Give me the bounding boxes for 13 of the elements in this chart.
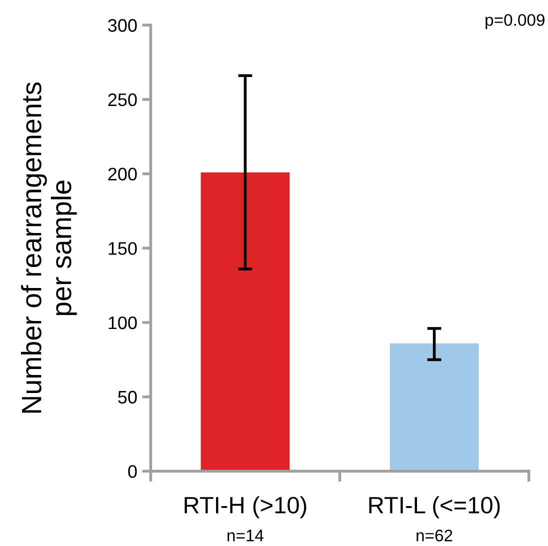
- x-tick-label: RTI-H (>10): [184, 496, 306, 518]
- y-tick-label: 50: [118, 390, 137, 404]
- y-axis-title: Number of rearrangements per sample: [21, 82, 77, 413]
- y-tick-label: 200: [108, 168, 137, 181]
- annotation: p=0.009: [486, 14, 544, 30]
- y-tick-label: 100: [108, 316, 137, 330]
- y-tick-label: 150: [108, 242, 137, 255]
- x-tick-label: RTI-L (<=10): [369, 496, 500, 518]
- y-tick-label: 250: [108, 93, 137, 106]
- text: n=14: [228, 530, 264, 542]
- y-tick-label: 300: [108, 19, 137, 32]
- y-tick-label: 0: [128, 465, 137, 478]
- text: n=62: [416, 530, 452, 542]
